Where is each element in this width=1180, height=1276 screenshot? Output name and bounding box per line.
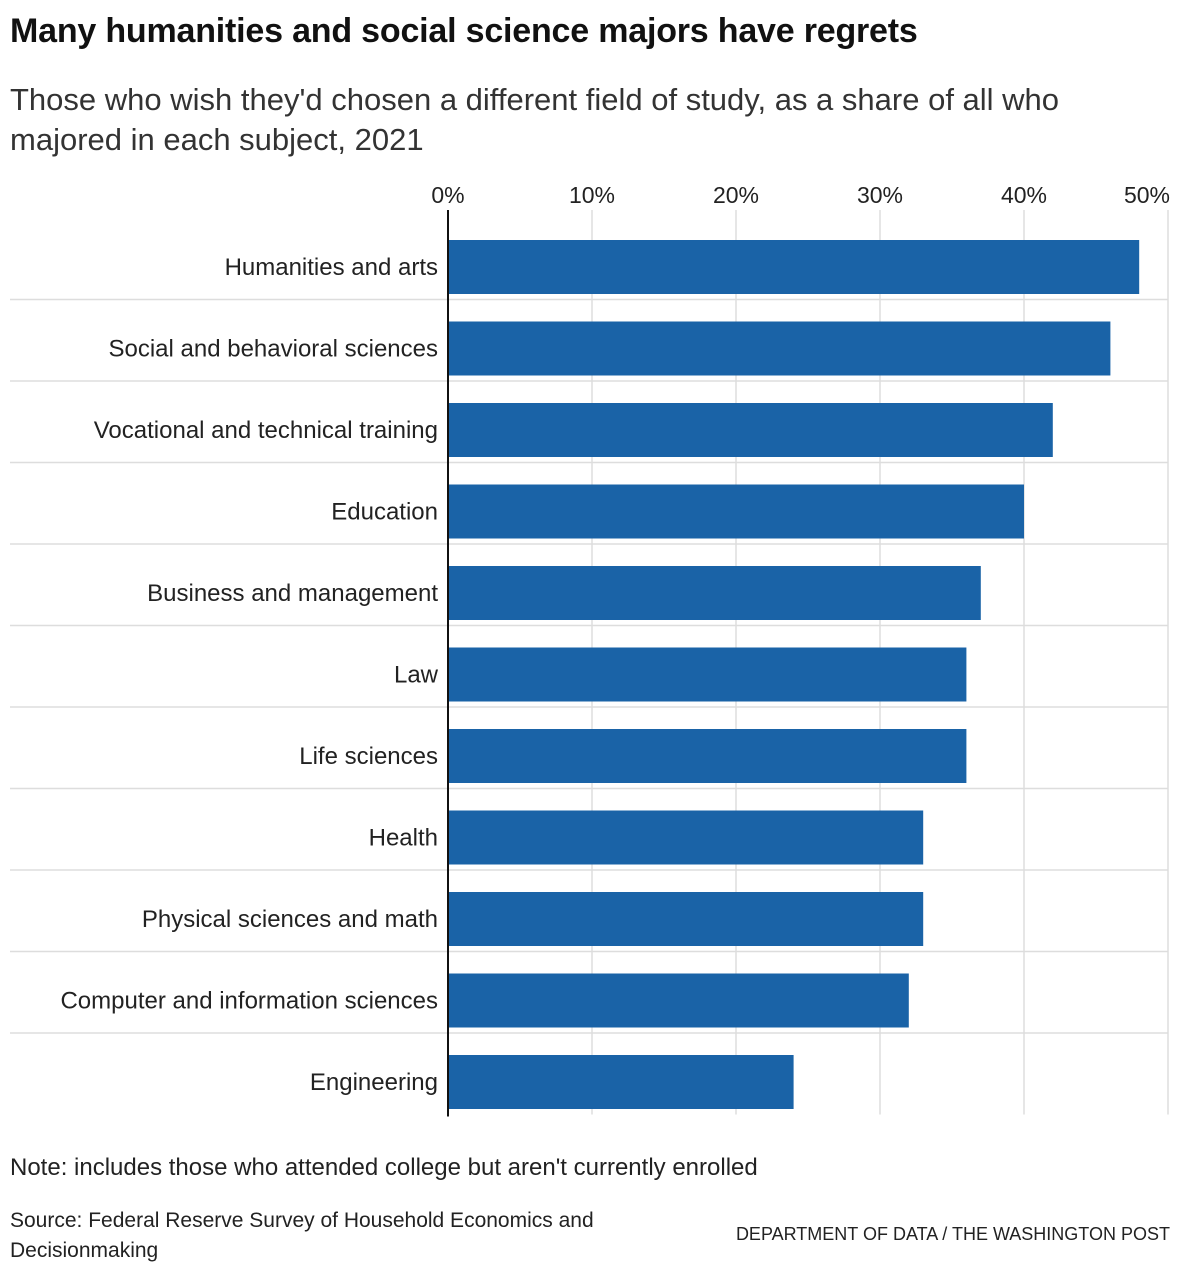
bar (448, 403, 1053, 457)
x-tick-label: 30% (857, 182, 903, 208)
category-label: Humanities and arts (225, 254, 438, 281)
x-tick-label: 50% (1124, 182, 1170, 208)
category-label: Education (331, 499, 438, 526)
chart-title: Many humanities and social science major… (10, 12, 918, 50)
credit-text: DEPARTMENT OF DATA / THE WASHINGTON POST (735, 1224, 1170, 1244)
bar (448, 1055, 794, 1109)
category-label: Computer and information sciences (60, 988, 438, 1015)
x-tick-label: 40% (1001, 182, 1047, 208)
category-label: Business and management (147, 580, 438, 607)
category-label: Life sciences (299, 743, 438, 770)
bar (448, 810, 924, 865)
x-tick-label: 0% (431, 182, 464, 208)
x-tick-label: 20% (713, 182, 759, 208)
bar (448, 566, 981, 620)
bar (448, 240, 1140, 294)
bar (448, 321, 1111, 376)
category-label: Health (369, 825, 438, 852)
source-text: Source: Federal Reserve Survey of Househ… (10, 1209, 594, 1262)
bar (448, 484, 1024, 539)
bar (448, 973, 909, 1028)
bar-chart: 0% 10% 20% 30% 40% 50% Humanities and arts Soci… (10, 182, 1170, 1117)
chart-note: Note: includes those who attended colleg… (10, 1154, 758, 1181)
bar (448, 647, 967, 702)
category-label: Physical sciences and math (142, 906, 438, 933)
chart-subtitle: Those who wish they'd chosen a different… (10, 82, 1060, 157)
bar (448, 892, 924, 946)
x-tick-label: 10% (569, 182, 615, 208)
category-label: Law (394, 662, 439, 689)
bar (448, 729, 967, 783)
category-label: Vocational and technical training (94, 417, 438, 444)
category-label: Engineering (310, 1069, 438, 1096)
category-label: Social and behavioral sciences (108, 336, 438, 363)
